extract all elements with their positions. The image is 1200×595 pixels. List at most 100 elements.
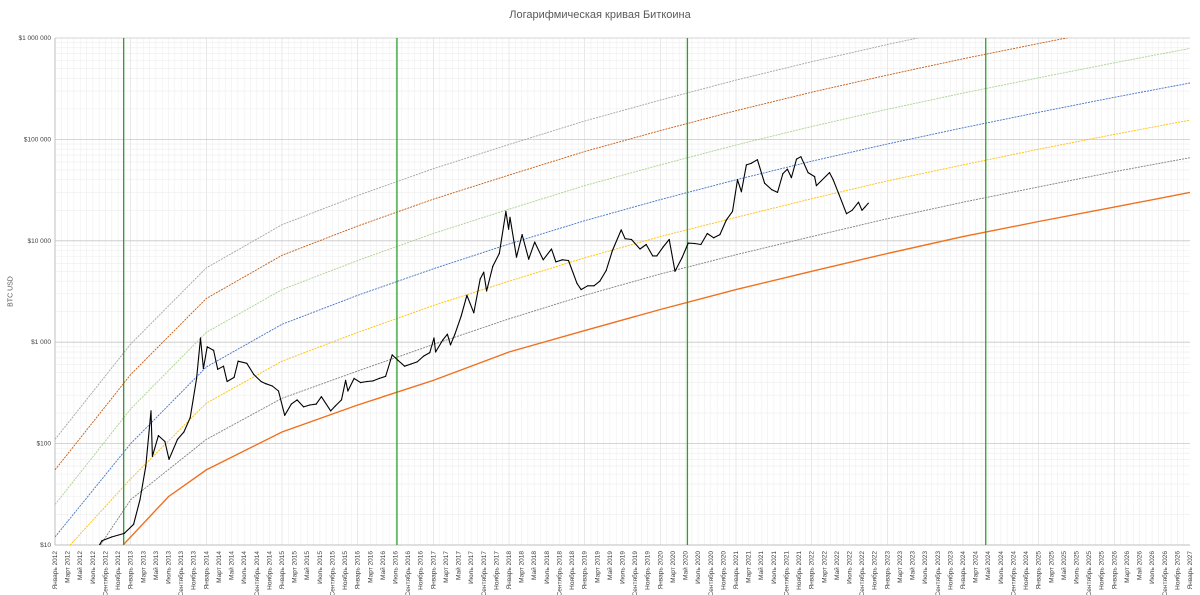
price-point <box>315 403 317 405</box>
price-point <box>433 337 435 339</box>
y-tick-label: $100 <box>37 441 52 448</box>
price-point <box>736 179 739 181</box>
price-point <box>435 351 437 353</box>
price-point <box>260 380 262 383</box>
price-point <box>492 265 494 267</box>
price-point <box>385 375 387 377</box>
price-point <box>183 431 185 433</box>
x-tick-label: Май 2016 <box>379 551 387 580</box>
price-point <box>206 346 208 348</box>
x-tick-label: Май 2014 <box>228 551 236 580</box>
price-point <box>605 269 607 272</box>
x-tick-label: Май 2012 <box>76 551 84 580</box>
price-point <box>814 176 816 178</box>
price-point <box>687 242 689 244</box>
chart-title: Логарифмическая кривая Биткоина <box>509 9 691 21</box>
price-point <box>508 228 510 230</box>
price-point <box>731 210 734 212</box>
price-point <box>851 209 853 211</box>
band-line <box>55 47 1190 505</box>
price-point <box>150 410 152 412</box>
x-tick-label: Сентябрь 2016 <box>404 551 412 595</box>
x-tick-label: Июль 2017 <box>468 551 475 584</box>
x-tick-label: Сентябрь 2021 <box>782 551 790 595</box>
price-point <box>776 191 779 193</box>
band-line <box>100 157 1190 545</box>
x-tick-label: Март 2019 <box>594 551 601 583</box>
price-point <box>864 206 866 208</box>
price-point <box>725 219 727 221</box>
x-tick-label: Ноябрь 2022 <box>871 551 879 590</box>
price-point <box>353 377 355 379</box>
price-point <box>320 396 322 398</box>
x-tick-label: Июль 2021 <box>771 551 778 584</box>
x-tick-label: Май 2013 <box>152 551 160 580</box>
y-tick-label: $100 000 <box>24 136 51 143</box>
x-tick-label: Май 2025 <box>1060 551 1068 580</box>
grid <box>54 37 1190 546</box>
price-point <box>515 256 518 258</box>
price-point <box>645 243 647 246</box>
price-point <box>498 252 500 255</box>
x-tick-label: Май 2018 <box>530 551 538 580</box>
x-tick-label: Июль 2015 <box>317 551 324 584</box>
price-point <box>290 403 292 405</box>
x-tick-label: Ноябрь 2013 <box>190 551 198 590</box>
price-point <box>454 333 456 335</box>
x-tick-label: Июль 2019 <box>620 551 627 584</box>
price-point <box>334 405 336 407</box>
x-tick-label: Март 2022 <box>821 551 828 583</box>
x-tick-label: Ноябрь 2020 <box>719 551 727 590</box>
band-line <box>122 191 1190 545</box>
x-tick-label: Март 2021 <box>746 551 753 583</box>
x-tick-label: Январь 2025 <box>1036 551 1043 590</box>
price-point <box>265 383 267 385</box>
price-point <box>795 158 798 160</box>
price-point <box>217 368 219 370</box>
price-point <box>786 168 789 170</box>
price-point <box>771 189 773 191</box>
price-point <box>807 172 809 174</box>
price-point <box>111 536 113 538</box>
x-tick-label: Май 2015 <box>303 551 311 580</box>
price-point <box>674 270 676 272</box>
x-tick-label: Июль 2014 <box>241 551 248 584</box>
price-point <box>706 232 708 235</box>
x-tick-label: Май 2026 <box>1136 551 1144 580</box>
price-point <box>139 499 141 501</box>
price-point <box>483 271 485 273</box>
x-tick-label: Ноябрь 2024 <box>1022 551 1030 590</box>
x-tick-label: Январь 2020 <box>657 551 664 590</box>
price-point <box>509 216 511 218</box>
price-point <box>404 365 406 367</box>
price-point <box>271 385 273 387</box>
x-tick-label: Январь 2022 <box>809 551 816 590</box>
price-point <box>662 246 664 248</box>
x-tick-label: Июль 2020 <box>695 551 702 584</box>
price-point <box>479 278 481 280</box>
price-point <box>567 259 570 262</box>
price-point <box>345 379 347 381</box>
x-tick-label: Март 2016 <box>367 551 374 583</box>
price-point <box>652 255 654 257</box>
price-point <box>630 238 633 241</box>
price-point <box>145 465 147 467</box>
x-tick-label: Январь 2013 <box>128 551 135 590</box>
band-line <box>55 38 1069 471</box>
price-point <box>366 380 368 383</box>
x-tick-label: Январь 2017 <box>430 551 437 590</box>
price-point <box>416 361 418 363</box>
price-point <box>213 349 215 351</box>
price-point <box>750 162 752 164</box>
price-point <box>446 333 448 335</box>
x-tick-label: Сентябрь 2020 <box>707 551 715 595</box>
x-tick-label: Январь 2015 <box>279 551 286 590</box>
price-point <box>460 315 462 317</box>
x-tick-label: Сентябрь 2014 <box>253 551 261 595</box>
price-point <box>713 237 715 239</box>
price-point <box>253 373 255 376</box>
x-tick-label: Май 2024 <box>984 551 992 580</box>
price-point <box>222 365 225 367</box>
price-point <box>576 282 578 284</box>
